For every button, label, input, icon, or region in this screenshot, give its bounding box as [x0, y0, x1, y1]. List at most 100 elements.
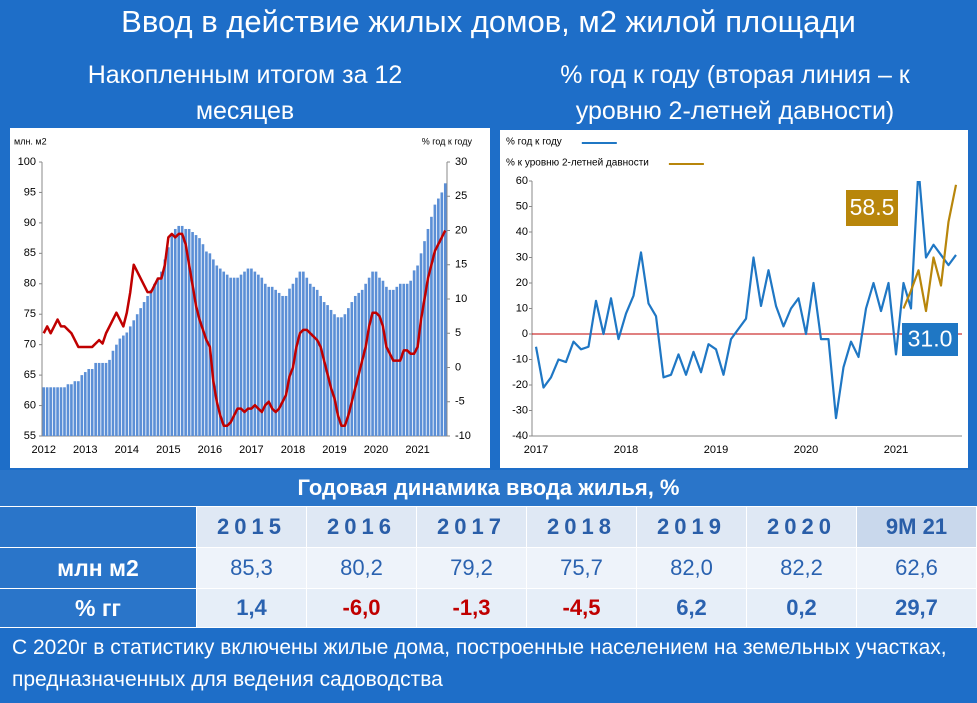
- bar: [45, 387, 49, 436]
- bar: [236, 277, 239, 436]
- left-chart: млн. м2% год к году556065707580859095100…: [10, 128, 490, 468]
- y-tick-label: 55: [24, 430, 36, 442]
- line: [42, 229, 447, 427]
- line: [902, 184, 958, 313]
- bar: [419, 253, 423, 436]
- table-cell: 0,2: [747, 589, 857, 628]
- bar: [108, 359, 111, 436]
- column-header: 9М 21: [857, 507, 977, 548]
- bar: [443, 183, 447, 436]
- bar: [263, 283, 267, 436]
- end-label-box: [902, 323, 958, 356]
- y-tick-label: 70: [24, 339, 36, 351]
- x-tick-label: 2015: [156, 444, 180, 456]
- bar: [194, 235, 198, 436]
- bar: [357, 292, 361, 436]
- bar: [125, 332, 129, 436]
- bar: [260, 277, 264, 436]
- table-cell: 62,6: [857, 548, 977, 589]
- x-tick-label: 2021: [405, 444, 429, 456]
- bar: [433, 204, 437, 436]
- bar: [381, 280, 385, 436]
- bar: [257, 274, 260, 436]
- y-tick-label: 75: [24, 308, 36, 320]
- bar: [115, 344, 118, 436]
- bar: [364, 283, 367, 436]
- y-tick-label: 40: [516, 226, 528, 238]
- bar: [66, 384, 70, 436]
- bar: [315, 289, 319, 436]
- y2-tick-label: 20: [455, 224, 467, 236]
- table: Годовая динамика ввода жилья, % 2015 2016 2…: [0, 470, 977, 630]
- y-tick-label: -10: [512, 353, 528, 365]
- bar: [298, 271, 302, 436]
- bar: [191, 232, 194, 436]
- x-tick-label: 2018: [281, 444, 305, 456]
- y-axis-label: млн. м2: [14, 136, 47, 146]
- bar: [312, 286, 316, 436]
- bar: [198, 238, 201, 436]
- bar: [308, 283, 312, 436]
- y-tick-label: -40: [512, 430, 528, 442]
- end-label: 58.5: [850, 194, 895, 220]
- bar: [353, 295, 357, 436]
- bar: [49, 387, 52, 436]
- bar: [77, 381, 80, 436]
- bar: [374, 271, 378, 436]
- bar: [94, 362, 97, 436]
- table-cell: -4,5: [527, 589, 637, 628]
- y-tick-label: 100: [18, 156, 36, 168]
- column-header: 2015: [197, 507, 307, 548]
- bar: [336, 317, 340, 436]
- bar: [302, 271, 305, 436]
- y-tick-label: 95: [24, 186, 36, 198]
- bar: [142, 302, 146, 436]
- bar: [128, 326, 132, 436]
- bar: [170, 235, 174, 436]
- corner: [0, 507, 197, 548]
- bar: [392, 289, 395, 436]
- bar: [201, 244, 205, 436]
- bar: [111, 350, 115, 436]
- x-tick-label: 2017: [239, 444, 263, 456]
- y2-tick-label: -5: [455, 396, 465, 408]
- y2-tick-label: 15: [455, 259, 467, 271]
- left-subtitle: Накопленным итогом за 12 месяцев: [87, 61, 403, 125]
- bar: [101, 362, 104, 436]
- bar: [267, 286, 271, 436]
- bar: [177, 225, 181, 436]
- table-cell: 29,7: [857, 589, 977, 628]
- bar: [229, 277, 232, 436]
- bar: [322, 302, 326, 436]
- bar: [246, 268, 250, 436]
- bar: [97, 362, 101, 436]
- row-label: % гг: [0, 589, 197, 628]
- x-tick-label: 2013: [73, 444, 97, 456]
- bar: [118, 338, 122, 436]
- bar: [132, 320, 136, 436]
- y2-axis-label: % год к году: [422, 136, 473, 146]
- x-tick-label: 2014: [115, 444, 139, 456]
- y-tick-label: -30: [512, 404, 528, 416]
- right-chart: -40 -30 -20 -10 0 10 20 30 40 50 60 2017 2018 2019 202…: [500, 130, 968, 468]
- bar: [423, 241, 426, 436]
- table-cell: 6,2: [637, 589, 747, 628]
- bar: [405, 283, 409, 436]
- bar: [295, 277, 298, 436]
- x-tick-label: 2016: [198, 444, 222, 456]
- bar: [239, 274, 243, 436]
- line: [534, 181, 957, 420]
- bar: [437, 198, 440, 436]
- x-tick-label: 2018: [614, 444, 638, 456]
- row-label: млн м2: [0, 548, 197, 589]
- bar: [274, 289, 277, 436]
- bar: [277, 292, 281, 436]
- x-tick-label: 2020: [794, 444, 818, 456]
- end-label-box: [846, 190, 898, 226]
- y2-tick-label: 0: [455, 361, 461, 373]
- bar: [305, 277, 309, 436]
- bar: [139, 308, 142, 436]
- bar: [225, 274, 229, 436]
- y-tick-label: 60: [516, 175, 528, 187]
